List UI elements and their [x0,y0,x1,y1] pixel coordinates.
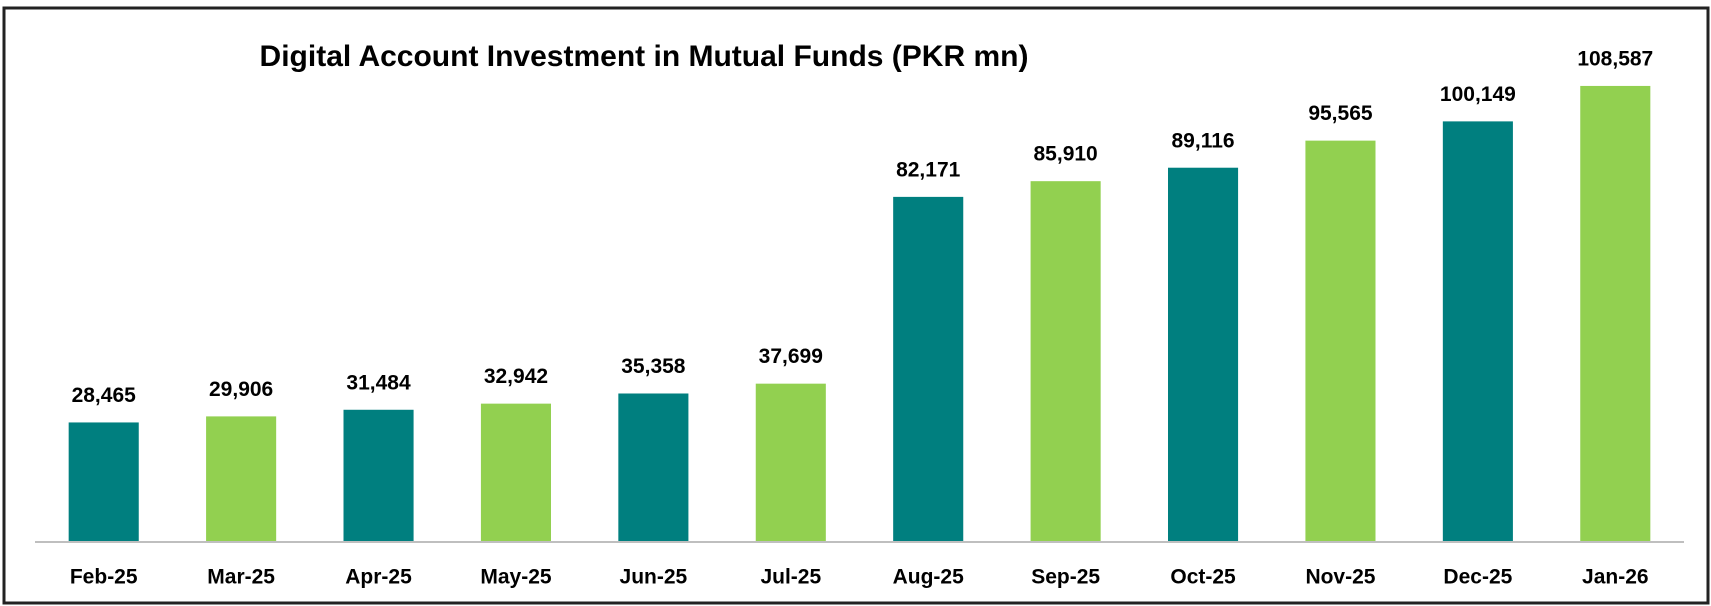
value-label: 37,699 [759,345,823,368]
value-label: 108,587 [1577,47,1653,70]
value-label: 85,910 [1034,143,1098,166]
bar [1442,121,1513,542]
x-tick-label: Apr-25 [345,566,412,589]
x-tick-label: Sep-25 [1031,566,1100,589]
value-label: 82,171 [896,158,961,181]
value-label: 35,358 [621,355,686,378]
value-label: 32,942 [484,365,548,388]
x-tick-label: Mar-25 [207,566,275,589]
x-tick-label: Oct-25 [1170,566,1236,589]
bar [893,196,964,542]
x-tick-label: Jun-25 [620,566,688,589]
x-tick-label: Jul-25 [760,566,821,589]
chart-frame [2,6,1710,605]
value-label: 100,149 [1440,83,1516,106]
bar [480,403,551,542]
bar [1580,85,1651,542]
x-tick-label: Dec-25 [1443,566,1512,589]
bar [1030,181,1101,543]
value-label: 89,116 [1172,129,1235,152]
bar [618,393,689,542]
bar [1168,167,1239,542]
bar [206,416,277,542]
x-tick-label: Feb-25 [70,566,138,589]
x-tick-label: Jan-26 [1582,566,1649,589]
x-tick-label: Nov-25 [1305,566,1375,589]
bar [1305,140,1376,542]
value-label: 31,484 [346,371,411,394]
x-tick-label: May-25 [480,566,552,589]
bar [343,409,414,542]
chart-title: Digital Account Investment in Mutual Fun… [260,40,1029,73]
value-label: 28,465 [72,384,137,407]
bar [68,422,139,542]
value-label: 29,906 [209,378,273,401]
value-label: 95,565 [1308,102,1373,125]
x-tick-label: Aug-25 [893,566,964,589]
bar [755,383,826,542]
